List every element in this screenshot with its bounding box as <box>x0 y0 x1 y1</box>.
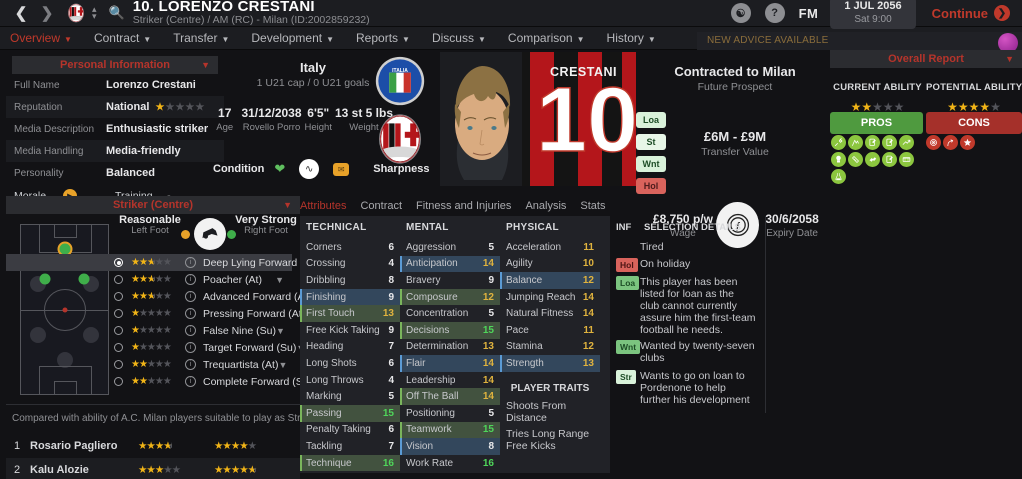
svg-text:ITALIA: ITALIA <box>392 68 408 74</box>
